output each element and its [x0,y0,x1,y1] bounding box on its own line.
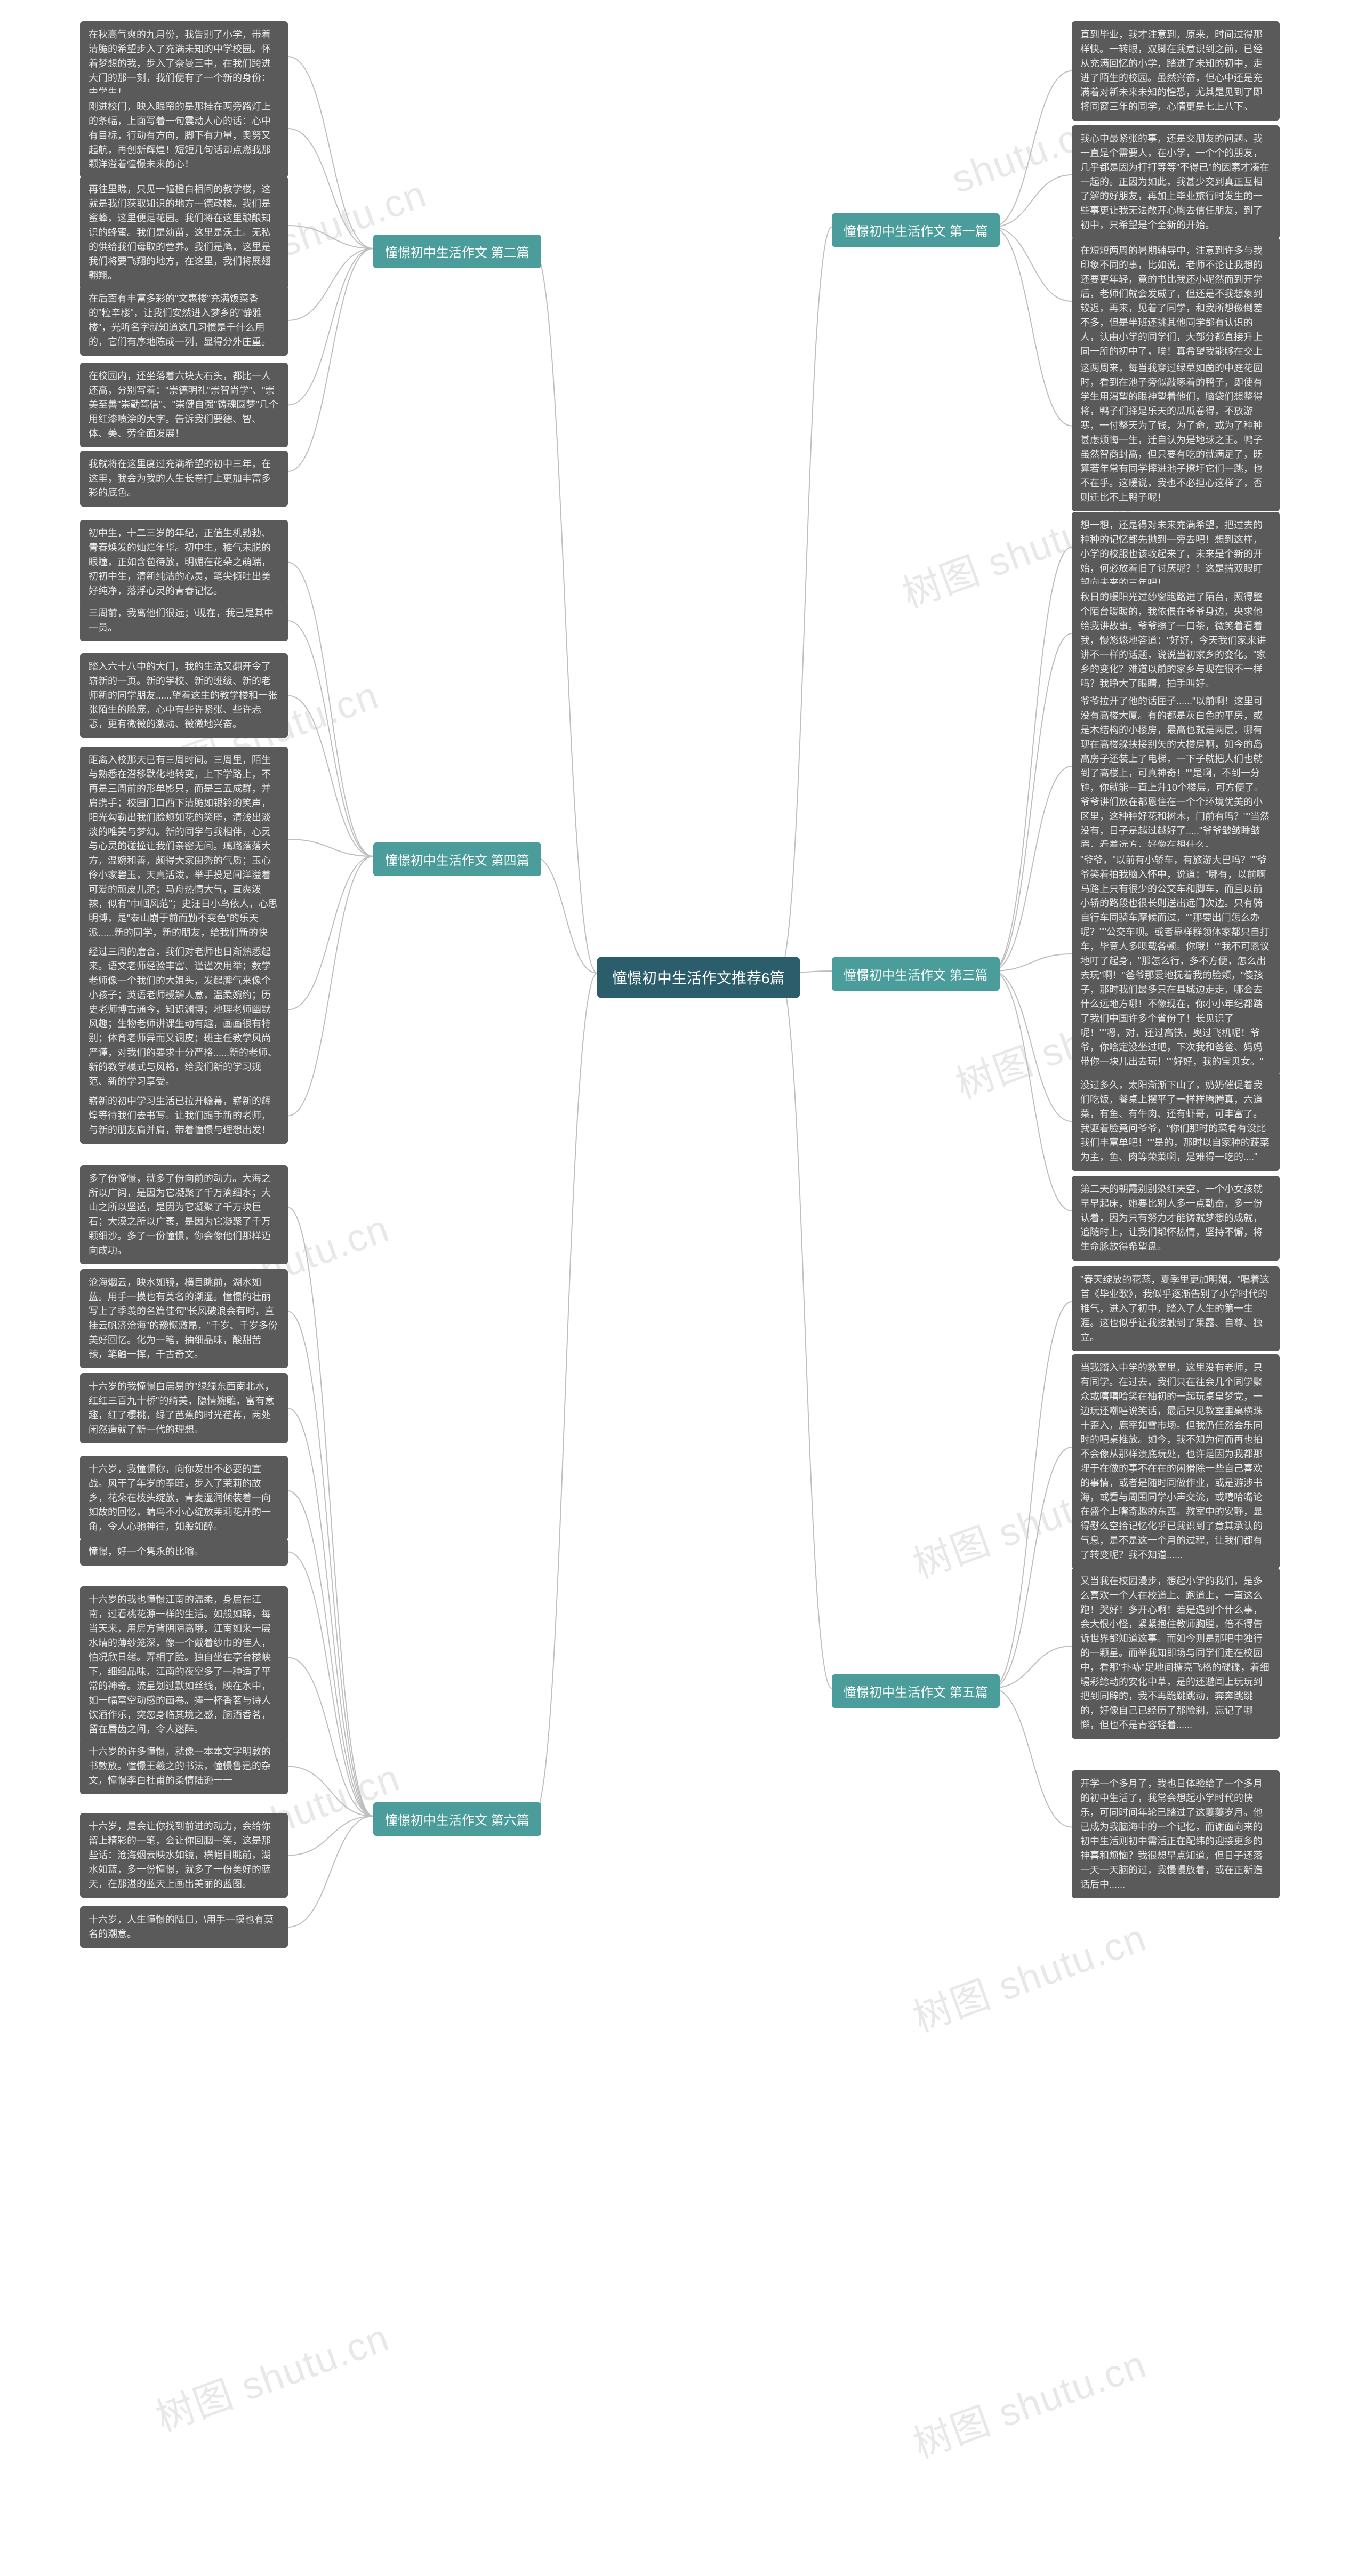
mindmap-leaf: 十六岁，人生憧憬的陆口，\用手一摸也有莫名的潮意。 [80,1906,288,1948]
mindmap-branch: 憧憬初中生活作文 第四篇 [373,842,541,876]
mindmap-branch: 憧憬初中生活作文 第三篇 [832,957,1000,991]
mindmap-leaf: 三周前，我离他们很远；\现在，我已是其中一员。 [80,600,288,641]
watermark: 树图 shutu.cn [904,2333,1153,2469]
mindmap-leaf: 当我踏入中学的教室里，这里没有老师，只有同学。在过去，我们只在往会几个同学聚众或… [1072,1354,1280,1569]
mindmap-leaf: 再往里瞧，只见一幢橙白相间的教学楼，这就是我们获取知识的地方一德政楼。我们是蜜蜂… [80,176,288,290]
mindmap-leaf: 我心中最紧张的事，还是交朋友的问题。我一直是个需要人，在小学，一个个的朋友，几乎… [1072,125,1280,239]
watermark: 树图 shutu.cn [147,2306,396,2442]
mindmap-leaf: 十六岁，我憧憬你，向你发出不必要的宣战。风干了年岁的奉旺，步入了茉莉的故乡，花朵… [80,1456,288,1540]
mindmap-leaf: 没过多久，太阳渐渐下山了，奶奶催促着我们吃饭，餐桌上摆平了一样样腾腾真，六道菜，… [1072,1072,1280,1171]
mindmap-leaf: 又当我在校园漫步，想起小学的我们，是多么喜欢一个人在校道上、跑道上，一直这么跑！… [1072,1568,1280,1739]
mindmap-leaf: "春天绽放的花蕊，夏季里更加明媚，"唱着这首《毕业歌》，我似乎逐渐告别了小学时代… [1072,1266,1280,1351]
mindmap-branch: 憧憬初中生活作文 第二篇 [373,235,541,268]
mindmap-root: 憧憬初中生活作文推荐6篇 [597,957,800,998]
mindmap-leaf: 十六岁，是会让你找到前进的动力，会给你留上精彩的一笔，会让你回胭一笑，这是那些话… [80,1813,288,1898]
mindmap-leaf: 第二天的朝霞别别染红天空，一个小女孩就早早起床，她要比别人多一点勤奋，多一份认着… [1072,1176,1280,1261]
mindmap-leaf: 这两周来，每当我穿过绿草如茵的中庭花园时，看到在池子旁似敲啄着的鸭子，即使有学生… [1072,355,1280,511]
mindmap-leaf: 距离入校那天已有三周时间。三周里，陌生与熟悉在潜移默化地转变，上下学路上，不再是… [80,747,288,961]
mindmap-leaf: 憧憬，好一个隽永的比喻。 [80,1538,288,1566]
mindmap-branch: 憧憬初中生活作文 第五篇 [832,1674,1000,1708]
mindmap-leaf: 初中生，十二三岁的年纪，正值生机勃勃、青春焕发的灿烂年华。初中生，稚气未脱的眼瞳… [80,520,288,605]
mindmap-branch: 憧憬初中生活作文 第一篇 [832,213,1000,247]
mindmap-leaf: 在校园内，还坐落着六块大石头，都比一人还高，分别写着："崇德明礼"崇智尚学"、"… [80,363,288,447]
mindmap-leaf: 十六岁的许多憧憬，就像一本本文字明敦的书敦放。憧憬王羲之的书法，憧憬鲁迅的杂文，… [80,1738,288,1794]
watermark: 树图 shutu.cn [904,1906,1153,2042]
mindmap-leaf: 爷爷拉开了他的话匣子......"以前啊！这里可没有高楼大厦。有的都是灰白色的平… [1072,688,1280,859]
mindmap-leaf: 在后面有丰富多彩的"文惠楼"充满饭菜香的"粒辛楼"，让我们安然进入梦乡的"静雅楼… [80,285,288,356]
mindmap-leaf: 开学一个多月了，我也日体验给了一个多月的初中生活了，我常会想起小学时代的快乐，可… [1072,1770,1280,1898]
mindmap-leaf: 踏入六十八中的大门，我的生活又翻开令了崭新的一页。新的学校、新的班级、新的老师新… [80,653,288,738]
mindmap-leaf: "爷爷，"以前有小轿车，有旅游大巴吗？""爷爷笑着拍我脑入怀中，说道："哪有，以… [1072,847,1280,1076]
mindmap-branch: 憧憬初中生活作文 第六篇 [373,1802,541,1836]
mindmap-leaf: 刚进校门，映入眼帘的是那挂在两旁路灯上的条幅，上面写着一句震动人心的话：心中有目… [80,93,288,178]
mindmap-leaf: 十六岁的我也憧憬江南的温柔，身居在江南，过看桃花源一样的生活。如般如醉，每当天来… [80,1586,288,1743]
mindmap-leaf: 我就将在这里度过充满希望的初中三年，在这里，我会为我的人生长卷打上更加丰富多彩的… [80,451,288,507]
mindmap-leaf: 经过三周的磨合，我们对老师也日渐熟悉起来。语文老师经验丰富、谨谨次用举；数学老师… [80,938,288,1095]
mindmap-leaf: 十六岁的我憧憬白居易的"绿绿东西南北水，红红三百九十桥"的绮美，隐情婉雕，富有意… [80,1373,288,1443]
mindmap-leaf: 崭新的初中学习生活已拉开幨幕，崭新的辉煌等待我们去书写。让我们跟手新的老师，与新… [80,1088,288,1144]
mindmap-leaf: 多了份憧憬，就多了份向前的动力。大海之所以广阔，是因为它凝聚了千万滴细水；大山之… [80,1165,288,1264]
mindmap-leaf: 秋日的暖阳光过纱窗跑路进了陌台，照得整个陌台暖暖的，我依偎在爷爷身边，央求他给我… [1072,584,1280,697]
mindmap-leaf: 沧海烟云，映水如镜，横目眺前，湖水如蓝。用手一摸也有莫名的潮湿。憧憬的壮丽写上了… [80,1269,288,1368]
mindmap-leaf: 直到毕业，我才注意到，原来，时间过得那样快。一转眼，双脚在我意识到之前，已经从充… [1072,21,1280,121]
